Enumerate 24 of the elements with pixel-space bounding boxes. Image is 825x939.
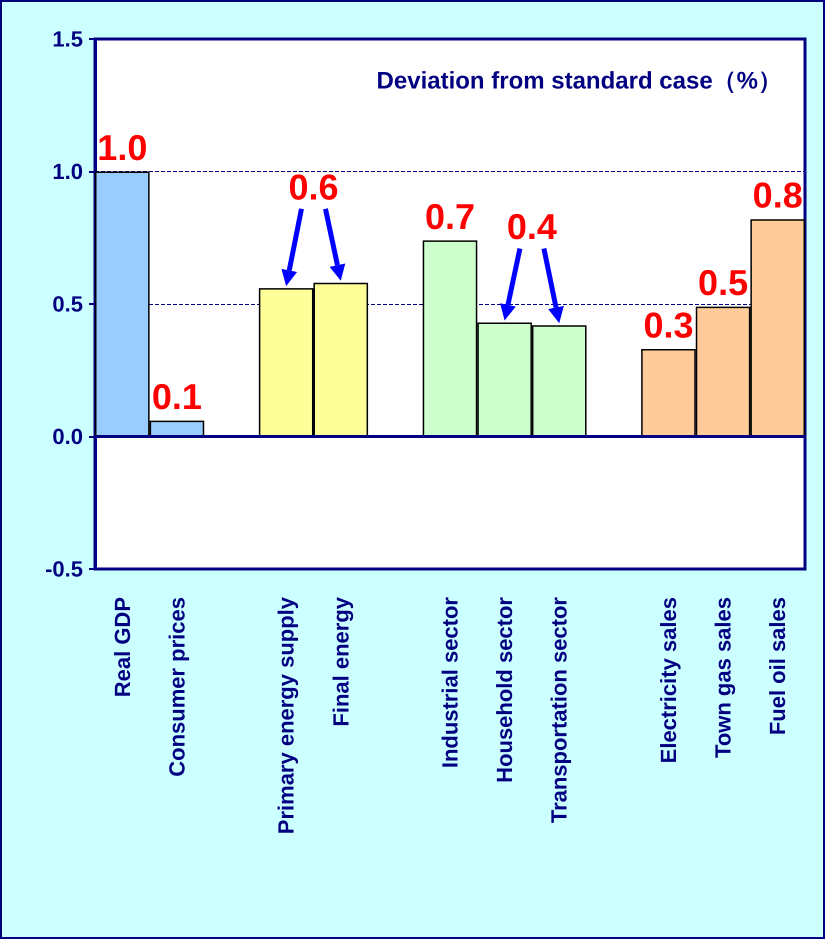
- y-tick-label: 1.0: [52, 159, 83, 184]
- x-tick-label: Electricity sales: [656, 597, 681, 764]
- data-label: 0.7: [424, 196, 476, 237]
- x-tick-label: Town gas sales: [710, 597, 736, 758]
- x-tick-label: Primary energy supply: [274, 596, 299, 834]
- x-tick-label: Final energy: [328, 596, 354, 727]
- x-tick-label: Industrial sector: [438, 596, 462, 768]
- x-tick-label: Transportation sector: [546, 596, 572, 824]
- data-label: 0.1: [152, 376, 202, 418]
- y-tick-label: 1.5: [52, 26, 83, 52]
- data-label: 0.5: [698, 262, 748, 304]
- x-tick-label: Real GDP: [110, 597, 135, 698]
- data-label: 0.3: [643, 304, 694, 346]
- x-tick-label: Household sector: [492, 596, 518, 783]
- x-tick-label: Fuel oil sales: [765, 597, 790, 736]
- annotation: 0.4: [506, 206, 557, 248]
- y-tick-label: 0.0: [52, 424, 83, 449]
- data-label: 0.8: [752, 174, 803, 216]
- data-label: 1.0: [97, 127, 148, 168]
- text: Deviation from standard case（%）: [376, 68, 782, 94]
- y-tick-label: 0.5: [52, 292, 83, 316]
- annotation: 0.6: [288, 166, 338, 208]
- x-tick-label: Consumer prices: [164, 597, 190, 777]
- y-tick-label: -0.5: [45, 556, 83, 582]
